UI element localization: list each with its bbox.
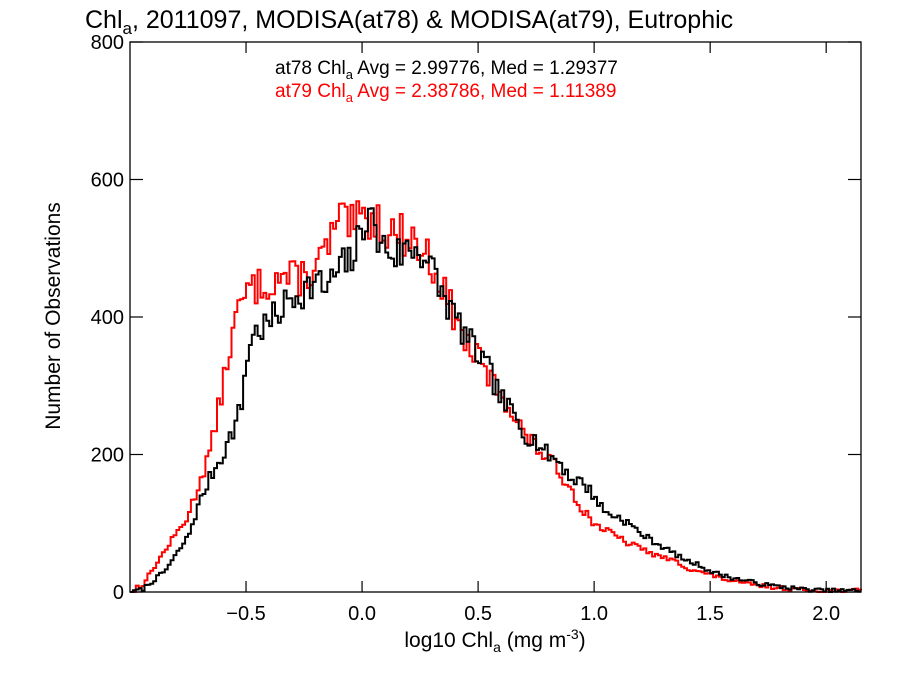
chart-title: Chla, 2011097, MODISA(at78) & MODISA(at7… (85, 6, 733, 38)
axis-ticks: −0.5 0.0 0.5 1.0 1.5 2.0 0 200 400 600 800 (91, 32, 861, 625)
series-layer (130, 200, 862, 593)
y-tick-label: 600 (91, 170, 124, 192)
series-at79-line (130, 200, 862, 593)
y-tick-label: 0 (113, 582, 124, 604)
x-tick-label: 1.0 (580, 603, 608, 625)
stats-at78: at78 Chla Avg = 2.99776, Med = 1.29377 (275, 58, 618, 82)
y-tick-label: 800 (91, 32, 124, 54)
x-tick-label: −0.5 (226, 603, 265, 625)
x-tick-label: 0.5 (464, 603, 492, 625)
series-at78-line (130, 207, 861, 593)
x-tick-label: 2.0 (812, 603, 840, 625)
stats-at79: at79 Chla Avg = 2.38786, Med = 1.11389 (275, 81, 616, 105)
x-tick-label: 0.0 (348, 603, 376, 625)
plot-frame (129, 41, 862, 593)
y-tick-label: 400 (91, 307, 124, 329)
x-axis-label: log10 Chla (mg m-3) (404, 626, 585, 655)
y-tick-label: 200 (91, 445, 124, 467)
y-axis-label: Number of Observations (42, 202, 65, 430)
x-tick-label: 1.5 (696, 603, 724, 625)
